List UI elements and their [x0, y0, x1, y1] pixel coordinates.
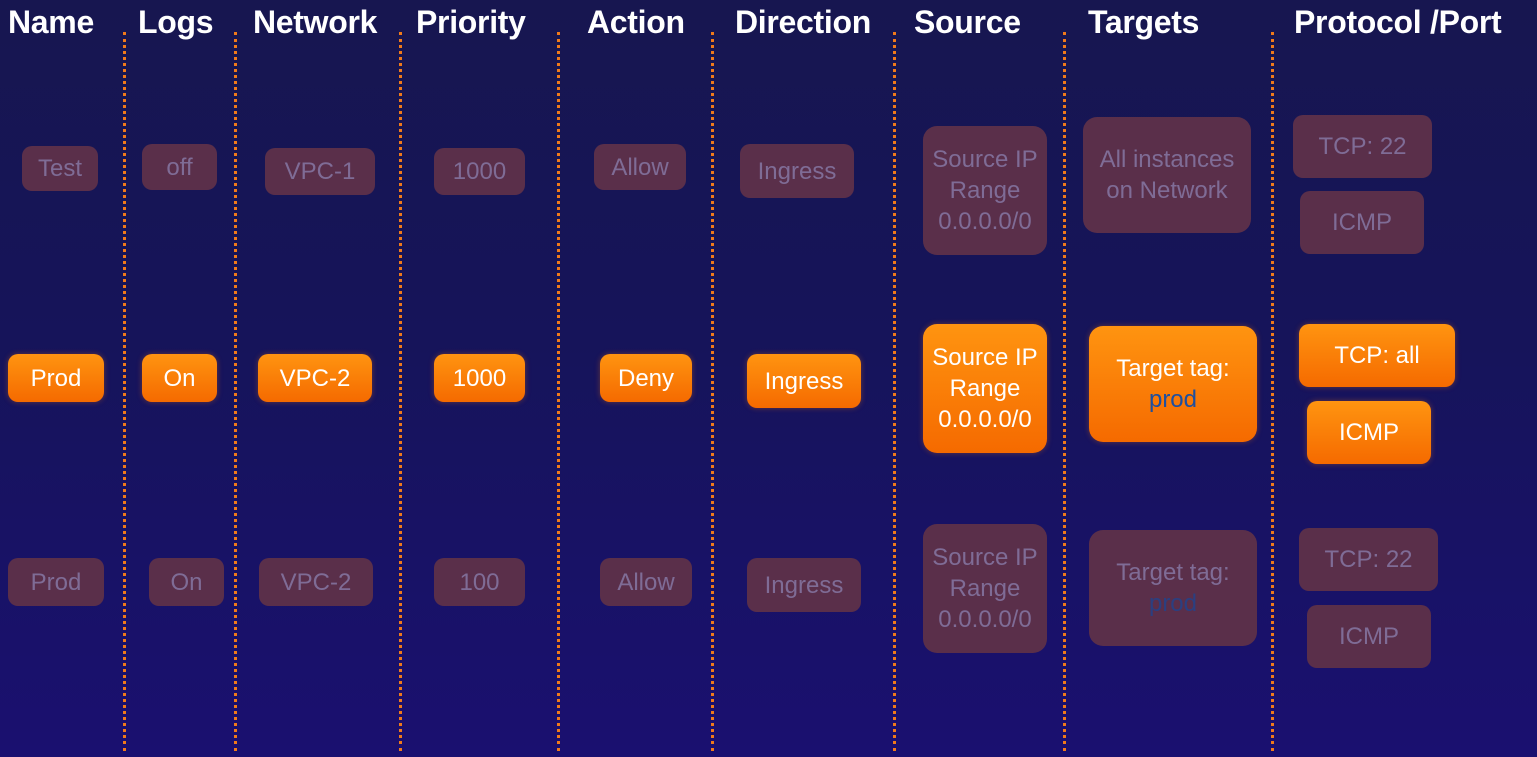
priority-box: 100 [434, 558, 525, 606]
protocol-box: TCP: all [1299, 324, 1455, 387]
header-name: Name [8, 4, 94, 40]
targets-line: Target tag: [1116, 559, 1230, 586]
header-action: Action [587, 4, 685, 40]
column-divider [123, 32, 126, 751]
source-line: Range [949, 575, 1021, 602]
source-line: Source IP [932, 344, 1038, 371]
column-divider [1271, 32, 1274, 751]
source-box: Source IP Range 0.0.0.0/0 [923, 524, 1047, 653]
network-box: VPC-2 [258, 354, 372, 402]
targets-line: Target tag: [1116, 355, 1230, 382]
header-logs: Logs [138, 4, 214, 40]
column-divider [711, 32, 714, 751]
source-line: Range [949, 177, 1021, 204]
logs-box: On [149, 558, 224, 606]
header-targets: Targets [1088, 4, 1200, 40]
direction-box: Ingress [747, 558, 861, 612]
targets-line: on Network [1106, 177, 1228, 204]
column-divider [1063, 32, 1066, 751]
targets-box: Target tag: prod [1089, 530, 1257, 646]
target-tag-value: prod [1148, 590, 1198, 617]
source-line: Source IP [932, 146, 1038, 173]
rule-name-box: Prod [8, 558, 104, 606]
header-protocol-port: Protocol /Port [1294, 4, 1502, 40]
source-box: Source IP Range 0.0.0.0/0 [923, 324, 1047, 453]
column-divider [557, 32, 560, 751]
action-box: Allow [594, 144, 686, 190]
action-box: Deny [600, 354, 692, 402]
target-tag-value: prod [1148, 386, 1198, 413]
network-box: VPC-2 [259, 558, 373, 606]
protocol-box: TCP: 22 [1293, 115, 1432, 178]
source-line: 0.0.0.0/0 [938, 406, 1032, 433]
rule-name-box: Test [22, 146, 98, 191]
priority-box: 1000 [434, 354, 525, 402]
logs-box: off [142, 144, 217, 190]
column-divider [399, 32, 402, 751]
header-priority: Priority [416, 4, 526, 40]
source-line: 0.0.0.0/0 [938, 606, 1032, 633]
column-divider [893, 32, 896, 751]
priority-box: 1000 [434, 148, 525, 195]
direction-box: Ingress [747, 354, 861, 408]
rule-name-box: Prod [8, 354, 104, 402]
targets-line: All instances [1099, 146, 1235, 173]
source-line: Source IP [932, 544, 1038, 571]
header-direction: Direction [735, 4, 871, 40]
source-line: Range [949, 375, 1021, 402]
direction-box: Ingress [740, 144, 854, 198]
source-line: 0.0.0.0/0 [938, 208, 1032, 235]
protocol-box: ICMP [1300, 191, 1424, 254]
action-box: Allow [600, 558, 692, 606]
header-network: Network [253, 4, 378, 40]
logs-box: On [142, 354, 217, 402]
network-box: VPC-1 [265, 148, 375, 195]
column-divider [234, 32, 237, 751]
protocol-box: ICMP [1307, 605, 1431, 668]
targets-box: Target tag: prod [1089, 326, 1257, 442]
source-box: Source IP Range 0.0.0.0/0 [923, 126, 1047, 255]
targets-box: All instances on Network [1083, 117, 1251, 233]
protocol-box: TCP: 22 [1299, 528, 1438, 591]
protocol-box: ICMP [1307, 401, 1431, 464]
header-source: Source [914, 4, 1021, 40]
